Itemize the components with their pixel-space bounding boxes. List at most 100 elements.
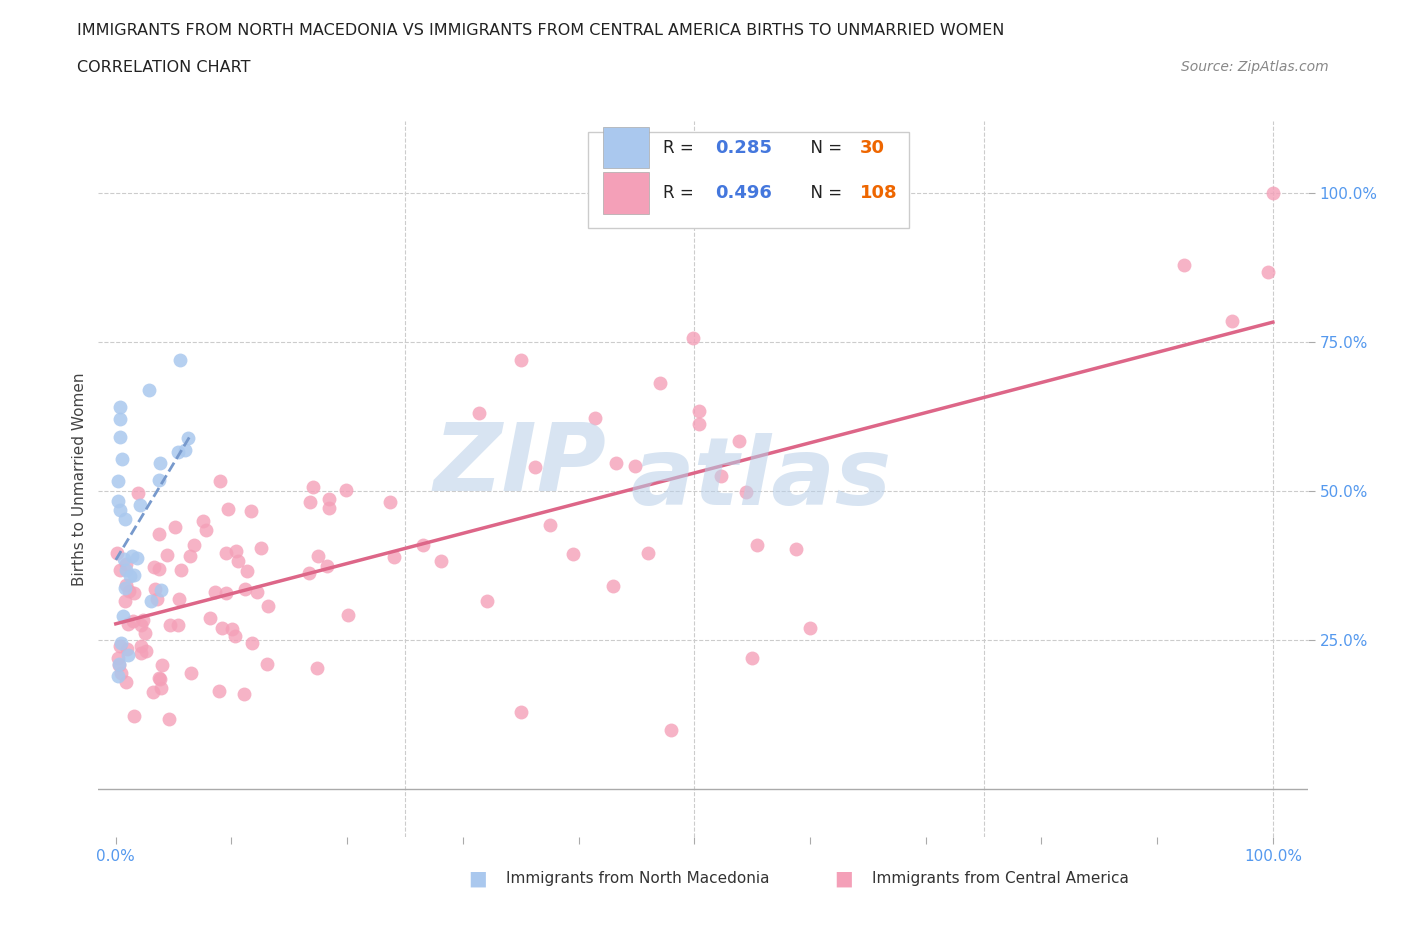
Point: [412, 538, 434, 552]
Point: [256, 657, 278, 671]
Point: [524, 459, 547, 474]
Point: [107, 650, 129, 665]
Point: [107, 669, 129, 684]
Point: [135, 644, 157, 658]
Point: [129, 645, 152, 660]
Point: [605, 456, 627, 471]
Text: N =: N =: [800, 139, 846, 156]
Point: [741, 651, 763, 666]
Text: atlas: atlas: [630, 433, 891, 525]
Y-axis label: Births to Unmarried Women: Births to Unmarried Women: [72, 372, 87, 586]
Point: [302, 479, 325, 494]
Point: [799, 620, 821, 635]
Point: [735, 485, 758, 499]
Point: [148, 526, 170, 541]
Point: [659, 722, 682, 737]
Point: [150, 658, 173, 672]
FancyBboxPatch shape: [603, 172, 648, 214]
Point: [131, 639, 153, 654]
Point: [1257, 265, 1279, 280]
Point: [785, 541, 807, 556]
Point: [177, 431, 200, 445]
Point: [183, 538, 205, 552]
Point: [215, 546, 238, 561]
Point: [167, 445, 190, 459]
FancyBboxPatch shape: [588, 132, 908, 229]
Point: [208, 684, 231, 698]
Point: [110, 503, 132, 518]
Point: [124, 586, 146, 601]
Text: Immigrants from North Macedonia: Immigrants from North Macedonia: [506, 871, 769, 886]
Point: [240, 635, 263, 650]
Text: 0.496: 0.496: [716, 184, 772, 202]
Point: [127, 486, 149, 501]
Point: [114, 562, 136, 577]
Point: [198, 610, 221, 625]
Point: [195, 523, 218, 538]
Point: [193, 513, 215, 528]
Point: [179, 665, 201, 680]
Point: [118, 568, 141, 583]
Point: [107, 494, 129, 509]
Point: [307, 660, 329, 675]
Point: [110, 635, 132, 650]
Point: [110, 451, 132, 466]
Point: [682, 331, 704, 346]
Point: [108, 562, 131, 577]
Point: [142, 560, 165, 575]
Point: [117, 647, 139, 662]
Point: [108, 639, 131, 654]
Point: [233, 581, 256, 596]
Point: [307, 549, 329, 564]
Point: [221, 621, 243, 636]
Text: ▪: ▪: [834, 864, 853, 894]
Point: [149, 456, 172, 471]
Text: 30: 30: [860, 139, 886, 156]
Point: [727, 433, 749, 448]
Point: [121, 548, 143, 563]
Point: [142, 684, 165, 699]
Point: [747, 538, 769, 552]
Point: [112, 608, 135, 623]
Point: [132, 612, 155, 627]
Point: [165, 520, 187, 535]
Text: N =: N =: [800, 184, 846, 202]
Point: [125, 551, 148, 565]
Text: 108: 108: [860, 184, 898, 202]
Point: [148, 562, 170, 577]
Point: [174, 442, 197, 457]
Point: [688, 417, 710, 432]
Point: [128, 498, 150, 512]
Point: [146, 591, 169, 606]
Point: [602, 578, 624, 593]
Point: [114, 512, 136, 527]
Point: [337, 607, 360, 622]
Point: [224, 628, 246, 643]
Point: [509, 352, 531, 367]
Point: [169, 352, 191, 367]
Text: R =: R =: [664, 139, 699, 156]
Point: [232, 686, 254, 701]
Point: [623, 458, 645, 473]
Point: [429, 553, 451, 568]
Text: ▪: ▪: [468, 864, 488, 894]
Point: [118, 583, 141, 598]
Point: [110, 430, 132, 445]
Point: [157, 711, 180, 726]
Point: [156, 548, 179, 563]
Point: [122, 614, 145, 629]
Text: R =: R =: [664, 184, 699, 202]
Point: [335, 483, 357, 498]
Point: [257, 599, 280, 614]
Point: [115, 674, 138, 689]
Point: [114, 593, 136, 608]
Point: [209, 473, 232, 488]
Point: [170, 563, 193, 578]
Point: [299, 494, 322, 509]
Point: [134, 626, 156, 641]
Point: [637, 546, 659, 561]
Point: [709, 469, 731, 484]
Point: [112, 551, 135, 566]
Point: [131, 618, 153, 632]
Point: [114, 557, 136, 572]
